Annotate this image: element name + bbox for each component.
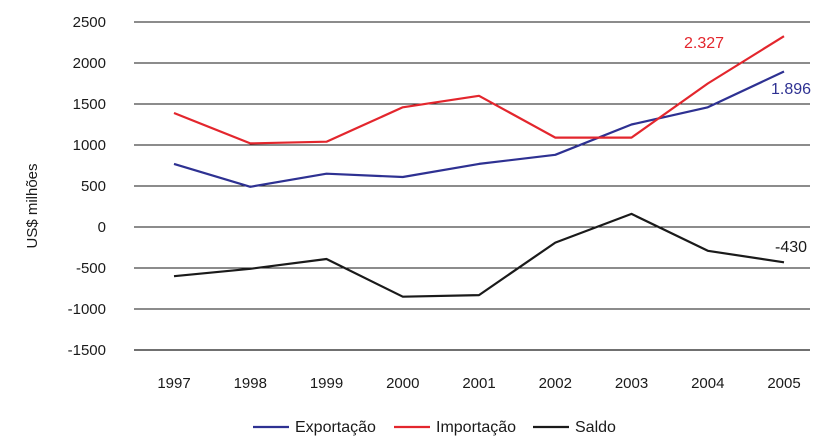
y-tick-label: 500 [81,178,106,195]
grid-lines [134,21,810,351]
x-tick-label: 1999 [310,375,343,392]
x-tick-label: 1997 [157,375,190,392]
y-tick-label: 1000 [73,137,106,154]
y-tick-label: -1500 [68,342,106,359]
series-lines [173,35,785,298]
y-tick-label: -1000 [68,301,106,318]
y-tick-label: -500 [76,260,106,277]
end-label-saldo: -430 [775,239,807,256]
y-tick-label: 2500 [73,14,106,31]
series-line-saldo [173,212,785,298]
y-tick-label: 0 [98,219,106,236]
y-tick-label: 1500 [73,96,106,113]
x-tick-label: 2003 [615,375,648,392]
series-line-exportao [173,70,785,188]
x-tick-label: 2000 [386,375,419,392]
legend-label: Saldo [575,419,616,436]
series-end-labels: 1.896 2.327 -430 [684,35,811,256]
series-line-importao [173,35,785,145]
legend-label: Exportação [295,419,376,436]
y-axis-title: US$ milhões [24,163,41,248]
x-axis-tick-labels: 1997 1998 1999 2000 2001 2002 2003 2004 2005 [157,375,800,392]
x-tick-label: 2005 [767,375,800,392]
end-label-exportao: 1.896 [771,81,811,98]
y-axis-tick-labels: 2500 2000 1500 1000 500 0 -500 -1000 -1500 [68,14,106,359]
legend-label: Importação [436,419,516,436]
x-tick-label: 2004 [691,375,724,392]
y-tick-label: 2000 [73,55,106,72]
end-label-importao: 2.327 [684,35,724,52]
x-tick-label: 2002 [539,375,572,392]
x-tick-label: 1998 [234,375,267,392]
x-tick-label: 2001 [462,375,495,392]
legend: Exportação Importação Saldo [253,419,616,436]
